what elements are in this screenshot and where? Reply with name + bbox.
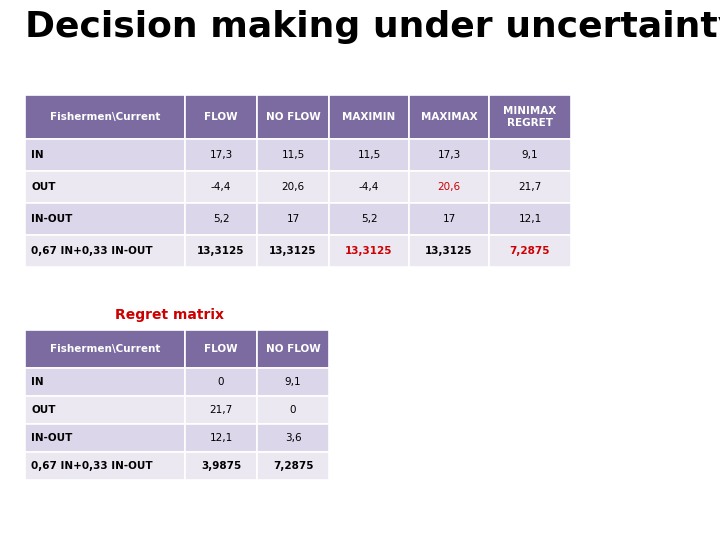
- Text: 11,5: 11,5: [357, 150, 381, 160]
- Text: IN: IN: [31, 150, 44, 160]
- Text: NO FLOW: NO FLOW: [266, 112, 320, 122]
- Text: 20,6: 20,6: [282, 182, 305, 192]
- Text: 13,3125: 13,3125: [197, 246, 245, 256]
- Text: 17: 17: [287, 214, 300, 224]
- Text: IN-OUT: IN-OUT: [31, 214, 73, 224]
- Text: IN: IN: [31, 377, 44, 387]
- Bar: [489, 139, 571, 171]
- Text: 13,3125: 13,3125: [269, 246, 317, 256]
- Bar: [409, 171, 489, 203]
- Text: 5,2: 5,2: [212, 214, 229, 224]
- Bar: [329, 139, 409, 171]
- Text: 17,3: 17,3: [437, 150, 461, 160]
- Bar: [185, 203, 257, 235]
- Text: OUT: OUT: [31, 182, 55, 192]
- Text: Decision making under uncertainty: Decision making under uncertainty: [25, 10, 720, 44]
- Text: 0,67 IN+0,33 IN-OUT: 0,67 IN+0,33 IN-OUT: [31, 246, 153, 256]
- Bar: [409, 95, 489, 139]
- Bar: [185, 95, 257, 139]
- Bar: [409, 235, 489, 267]
- Text: FLOW: FLOW: [204, 112, 238, 122]
- Bar: [185, 235, 257, 267]
- Text: 3,9875: 3,9875: [201, 461, 241, 471]
- Bar: [185, 330, 257, 368]
- Bar: [329, 235, 409, 267]
- Text: 7,2875: 7,2875: [273, 461, 313, 471]
- Text: 13,3125: 13,3125: [426, 246, 473, 256]
- Bar: [329, 171, 409, 203]
- Text: NO FLOW: NO FLOW: [266, 344, 320, 354]
- Bar: [257, 235, 329, 267]
- Bar: [25, 452, 185, 480]
- Text: 21,7: 21,7: [210, 405, 233, 415]
- Bar: [185, 396, 257, 424]
- Bar: [25, 330, 185, 368]
- Text: 0: 0: [217, 377, 224, 387]
- Text: 9,1: 9,1: [522, 150, 539, 160]
- Text: 5,2: 5,2: [361, 214, 377, 224]
- Bar: [25, 368, 185, 396]
- Bar: [25, 171, 185, 203]
- Bar: [329, 203, 409, 235]
- Bar: [185, 171, 257, 203]
- Bar: [329, 95, 409, 139]
- Text: OUT: OUT: [31, 405, 55, 415]
- Bar: [257, 95, 329, 139]
- Text: 12,1: 12,1: [518, 214, 541, 224]
- Bar: [489, 203, 571, 235]
- Text: 11,5: 11,5: [282, 150, 305, 160]
- Text: 3,6: 3,6: [284, 433, 301, 443]
- Text: 13,3125: 13,3125: [346, 246, 392, 256]
- Text: Fishermen\Current: Fishermen\Current: [50, 344, 160, 354]
- Text: Fishermen\Current: Fishermen\Current: [50, 112, 160, 122]
- Text: IN-OUT: IN-OUT: [31, 433, 73, 443]
- Text: MAXIMIN: MAXIMIN: [343, 112, 395, 122]
- Text: 9,1: 9,1: [284, 377, 301, 387]
- Bar: [257, 424, 329, 452]
- Text: 0: 0: [289, 405, 296, 415]
- Text: Regret matrix: Regret matrix: [115, 308, 224, 322]
- Bar: [25, 235, 185, 267]
- Bar: [257, 330, 329, 368]
- Bar: [409, 139, 489, 171]
- Bar: [185, 452, 257, 480]
- Bar: [489, 235, 571, 267]
- Bar: [489, 95, 571, 139]
- Bar: [257, 396, 329, 424]
- Bar: [257, 203, 329, 235]
- Bar: [257, 139, 329, 171]
- Bar: [25, 95, 185, 139]
- Text: MINIMAX
REGRET: MINIMAX REGRET: [503, 106, 557, 127]
- Bar: [185, 139, 257, 171]
- Bar: [25, 424, 185, 452]
- Text: 17: 17: [442, 214, 456, 224]
- Bar: [409, 203, 489, 235]
- Bar: [185, 368, 257, 396]
- Bar: [25, 203, 185, 235]
- Text: 12,1: 12,1: [210, 433, 233, 443]
- Bar: [25, 396, 185, 424]
- Text: -4,4: -4,4: [211, 182, 231, 192]
- Text: 21,7: 21,7: [518, 182, 541, 192]
- Text: 17,3: 17,3: [210, 150, 233, 160]
- Bar: [257, 171, 329, 203]
- Text: 20,6: 20,6: [438, 182, 461, 192]
- Text: 7,2875: 7,2875: [510, 246, 550, 256]
- Text: FLOW: FLOW: [204, 344, 238, 354]
- Bar: [25, 139, 185, 171]
- Bar: [489, 171, 571, 203]
- Bar: [257, 452, 329, 480]
- Bar: [185, 424, 257, 452]
- Text: 0,67 IN+0,33 IN-OUT: 0,67 IN+0,33 IN-OUT: [31, 461, 153, 471]
- Text: MAXIMAX: MAXIMAX: [420, 112, 477, 122]
- Bar: [257, 368, 329, 396]
- Text: -4,4: -4,4: [359, 182, 379, 192]
